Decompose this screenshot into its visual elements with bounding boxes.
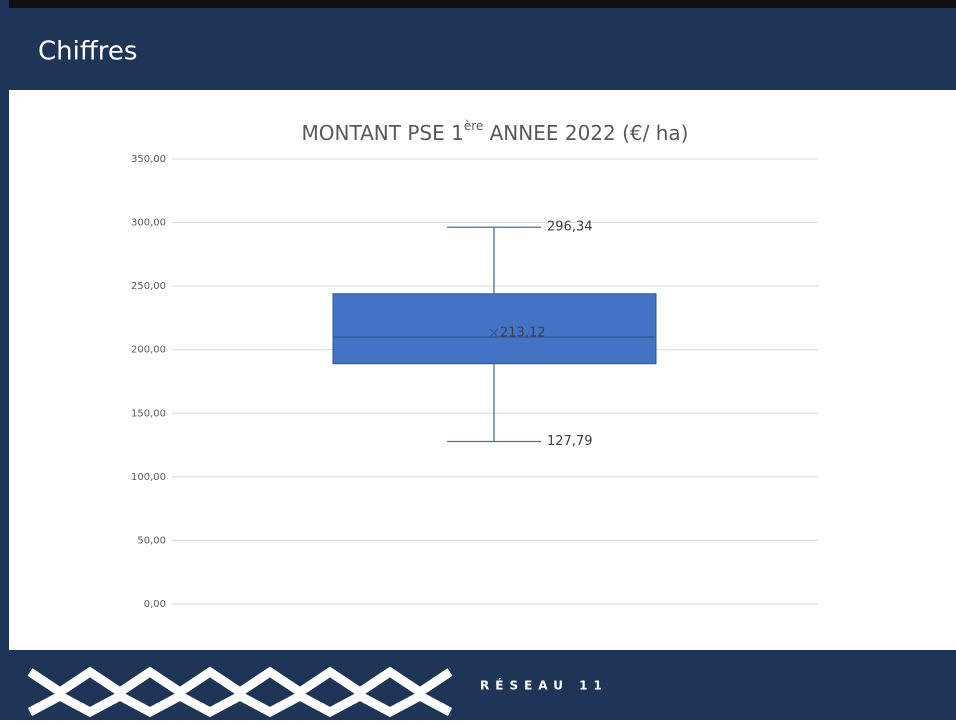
mean-marker — [489, 328, 499, 338]
top-border — [0, 0, 956, 8]
y-tick-label: 50,00 — [137, 535, 166, 546]
y-tick-label: 100,00 — [131, 472, 166, 483]
y-tick-label: 200,00 — [131, 345, 166, 356]
y-tick-label: 350,00 — [131, 154, 166, 165]
title-part: MONTANT PSE 1 — [302, 121, 464, 145]
value-label: 213,12 — [500, 326, 546, 341]
plot: 0,00 50,00 100,00 150,00 200,00 250,00 300,00 3… — [131, 154, 818, 610]
logo-waves — [27, 666, 453, 718]
value-label: 127,79 — [547, 434, 593, 449]
y-tick-label: 0,00 — [144, 599, 166, 610]
title-part: ANNEE 2022 (€/ ha) — [483, 121, 688, 145]
chart-title: MONTANT PSE 1ère ANNEE 2022 (€/ ha) — [302, 119, 689, 145]
title-sup: ère — [464, 119, 483, 133]
wave — [27, 690, 453, 718]
header-title: Chiffres — [38, 37, 137, 67]
y-tick-label: 150,00 — [131, 408, 166, 419]
box — [332, 293, 657, 365]
value-label: 296,34 — [547, 220, 593, 235]
left-border — [0, 0, 9, 720]
y-tick-label: 250,00 — [131, 281, 166, 292]
y-tick-label: 300,00 — [131, 218, 166, 229]
header-bar — [0, 0, 956, 90]
logo-text: RÉSEAU 11 — [480, 678, 608, 693]
